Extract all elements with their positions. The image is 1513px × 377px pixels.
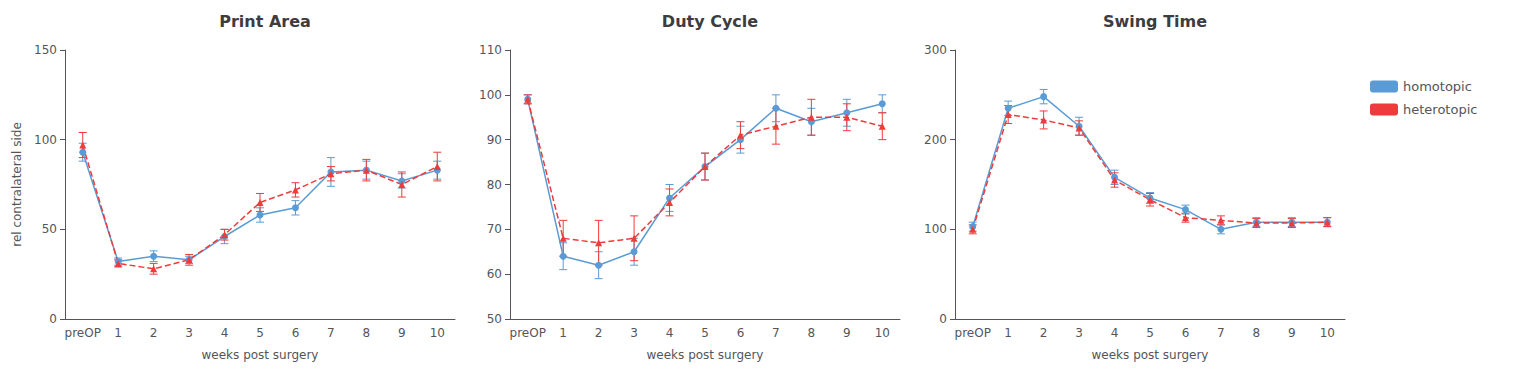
svg-text:Print Area: Print Area — [219, 12, 311, 31]
svg-text:2: 2 — [150, 326, 158, 340]
svg-text:3: 3 — [185, 326, 193, 340]
svg-text:5: 5 — [1146, 326, 1154, 340]
svg-text:weeks post surgery: weeks post surgery — [202, 348, 319, 362]
svg-text:0: 0 — [49, 312, 57, 326]
svg-text:3: 3 — [1075, 326, 1083, 340]
svg-text:300: 300 — [924, 43, 947, 57]
svg-text:weeks post surgery: weeks post surgery — [1092, 348, 1209, 362]
svg-text:100: 100 — [924, 222, 947, 236]
svg-text:preOP: preOP — [65, 326, 101, 340]
svg-text:9: 9 — [843, 326, 851, 340]
svg-text:rel contralateral side: rel contralateral side — [10, 122, 24, 247]
svg-text:4: 4 — [221, 326, 229, 340]
svg-text:6: 6 — [1182, 326, 1190, 340]
svg-text:50: 50 — [42, 222, 57, 236]
svg-text:heterotopic: heterotopic — [1403, 102, 1477, 117]
svg-text:6: 6 — [292, 326, 300, 340]
svg-text:1: 1 — [1004, 326, 1012, 340]
svg-text:9: 9 — [398, 326, 406, 340]
svg-text:Duty Cycle: Duty Cycle — [662, 12, 758, 31]
svg-text:7: 7 — [772, 326, 780, 340]
svg-text:200: 200 — [924, 133, 947, 147]
svg-text:1: 1 — [114, 326, 122, 340]
svg-text:8: 8 — [363, 326, 371, 340]
svg-text:80: 80 — [487, 178, 502, 192]
svg-text:preOP: preOP — [510, 326, 546, 340]
svg-text:10: 10 — [1320, 326, 1335, 340]
svg-text:1: 1 — [559, 326, 567, 340]
svg-text:7: 7 — [1217, 326, 1225, 340]
svg-text:100: 100 — [34, 133, 57, 147]
svg-text:100: 100 — [479, 88, 502, 102]
svg-text:5: 5 — [701, 326, 709, 340]
svg-text:10: 10 — [875, 326, 890, 340]
svg-text:preOP: preOP — [955, 326, 991, 340]
svg-text:6: 6 — [737, 326, 745, 340]
svg-text:3: 3 — [630, 326, 638, 340]
svg-text:2: 2 — [595, 326, 603, 340]
svg-text:5: 5 — [256, 326, 264, 340]
svg-text:4: 4 — [1111, 326, 1119, 340]
svg-text:70: 70 — [487, 222, 502, 236]
svg-text:8: 8 — [1253, 326, 1261, 340]
svg-text:0: 0 — [939, 312, 947, 326]
svg-text:2: 2 — [1040, 326, 1048, 340]
svg-text:150: 150 — [34, 43, 57, 57]
svg-text:50: 50 — [487, 312, 502, 326]
svg-text:Swing Time: Swing Time — [1103, 12, 1207, 31]
svg-text:60: 60 — [487, 267, 502, 281]
svg-text:homotopic: homotopic — [1403, 79, 1472, 94]
svg-text:10: 10 — [430, 326, 445, 340]
svg-text:9: 9 — [1288, 326, 1296, 340]
svg-text:90: 90 — [487, 133, 502, 147]
svg-text:8: 8 — [808, 326, 816, 340]
svg-text:4: 4 — [666, 326, 674, 340]
svg-text:weeks post surgery: weeks post surgery — [647, 348, 764, 362]
svg-text:110: 110 — [479, 43, 502, 57]
svg-text:7: 7 — [327, 326, 335, 340]
